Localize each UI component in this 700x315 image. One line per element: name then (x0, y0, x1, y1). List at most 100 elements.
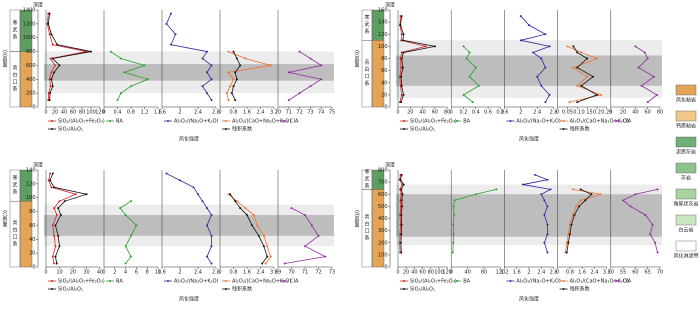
strata-label: 寒武系 (12, 174, 18, 196)
series-line (399, 16, 426, 103)
depth-tick-label: 100 (378, 252, 388, 258)
data-point (401, 183, 404, 186)
data-point (58, 64, 61, 67)
x-tick-label: 120 (496, 270, 506, 276)
data-point (124, 214, 127, 217)
data-point (546, 251, 549, 254)
legend-label: Al₂O₃/(Na₂O+K₂O) (174, 279, 219, 285)
legend-label: Al₂O₃/(Na₂O+K₂O) (174, 119, 219, 125)
depth-tick-label: 800 (378, 168, 388, 174)
data-point (310, 224, 313, 227)
data-point (544, 101, 547, 104)
depth-tick-label: 600 (26, 63, 36, 69)
legend-marker (225, 128, 227, 130)
data-point (235, 78, 238, 81)
x-tick-label: 1.6 (243, 270, 251, 276)
legend-lithology-label: 角砾状灰岩 (673, 201, 698, 208)
x-tick-label: 0.8 (127, 110, 135, 116)
x-tick-label: 71 (302, 270, 308, 276)
x-tick-label: 1.6 (158, 110, 166, 116)
data-point (465, 57, 468, 60)
x-tick-label: 60 (70, 110, 76, 116)
data-point (401, 205, 404, 208)
x-tick-label: 2.8 (212, 110, 220, 116)
x-tick-label: 0.2 (460, 110, 468, 116)
legend-label: 残积系数 (232, 126, 252, 133)
x-tick-label: 8 (146, 270, 149, 276)
depth-tick-label: 1000 (23, 35, 36, 41)
legend-marker (509, 280, 512, 282)
data-point (402, 33, 405, 36)
x-tick-label: 73 (307, 110, 313, 116)
data-point (234, 99, 237, 102)
data-point (568, 223, 571, 226)
legend-marker (403, 288, 405, 290)
data-point (402, 51, 405, 54)
data-point (519, 39, 522, 42)
data-point (53, 262, 56, 265)
data-point (206, 255, 208, 258)
data-point (571, 213, 574, 216)
panel-title: (d)剖面 (354, 210, 360, 228)
data-point (119, 207, 122, 210)
data-point (55, 262, 58, 265)
data-point (453, 213, 456, 216)
data-point (580, 84, 583, 87)
data-point (90, 50, 92, 53)
data-point (540, 84, 543, 87)
x-tick-label: 75 (329, 110, 335, 116)
data-point (649, 233, 652, 236)
data-point (210, 234, 213, 237)
legend-label: Al₂O₃/(CaO+Na₂O+K₂O) (570, 279, 629, 285)
x-tick-label: 0.8 (566, 270, 574, 276)
x-tick-label: 2.4 (533, 110, 541, 116)
data-point (546, 205, 549, 208)
panel-title: (c)剖面 (2, 210, 8, 228)
data-point (85, 193, 88, 196)
data-point (54, 224, 57, 227)
data-point (269, 64, 272, 67)
legend-label: CIA (290, 279, 299, 285)
depth-tick-label: 0 (384, 105, 387, 111)
series-line (400, 16, 435, 103)
data-point (399, 24, 402, 27)
x-tick-label: 0.25 (601, 110, 612, 116)
x-tick-label: 0 (609, 110, 612, 116)
data-point (452, 233, 455, 236)
data-point (652, 75, 655, 78)
data-point (534, 173, 537, 176)
data-point (262, 245, 265, 248)
x-tick-label: 120 (95, 110, 105, 116)
data-point (49, 172, 52, 175)
depth-tick-label: 0 (384, 265, 387, 271)
legend-marker (225, 280, 227, 282)
legend-lithology (675, 240, 697, 252)
data-point (564, 251, 567, 254)
x-tick-label: 60 (632, 270, 638, 276)
data-point (48, 99, 51, 102)
x-tick-label: 40 (411, 270, 417, 276)
data-point (399, 241, 402, 244)
x-tick-label: 0.05 (562, 110, 573, 116)
series-line (110, 51, 150, 101)
data-point (50, 78, 53, 81)
data-point (54, 255, 57, 258)
data-point (206, 50, 208, 53)
x-tick-label: 0 (396, 110, 399, 116)
x-tick-label: 20 (52, 110, 58, 116)
x-tick-label: 0 (218, 270, 221, 276)
data-point (135, 224, 138, 227)
data-point (309, 57, 312, 60)
data-point (528, 24, 530, 27)
data-point (74, 193, 77, 196)
data-point (400, 251, 403, 254)
data-point (468, 75, 471, 78)
legend-marker (509, 120, 512, 122)
legend-marker (225, 120, 227, 122)
legend-marker (109, 120, 111, 122)
strata-label: 青白口系 (12, 219, 18, 248)
data-point (227, 193, 230, 196)
data-point (400, 66, 403, 69)
data-point (521, 183, 524, 186)
x-tick-label: 30 (83, 270, 89, 276)
